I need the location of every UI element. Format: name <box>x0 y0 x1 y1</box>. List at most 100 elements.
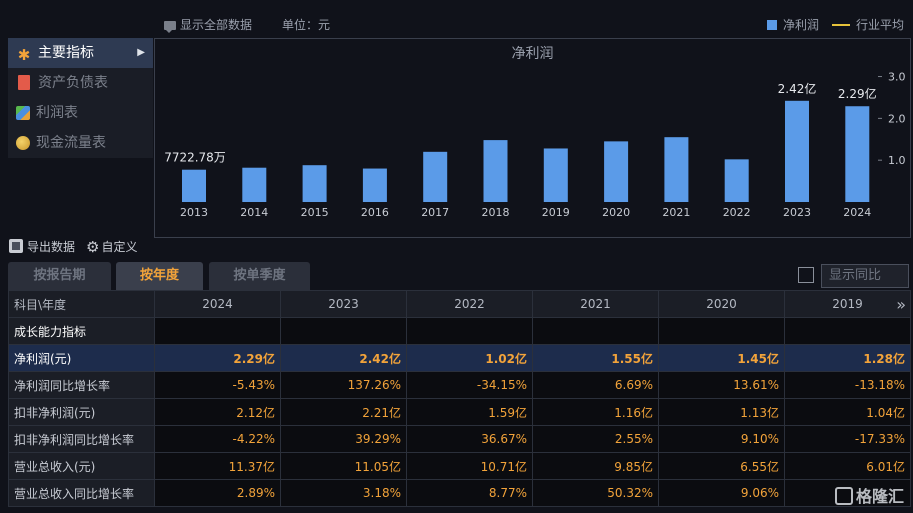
table-row[interactable]: 营业总收入同比增长率 2.89% 3.18% 8.77% 50.32% 9.06% <box>8 479 911 507</box>
legend-net-profit[interactable]: 净利润 <box>767 16 819 34</box>
row-label: 营业总收入同比增长率 <box>8 479 155 507</box>
tab-by-quarter[interactable]: 按单季度 <box>209 262 310 290</box>
table-cell: 6.01亿 <box>784 452 911 480</box>
table-cell: 50.32% <box>532 479 659 507</box>
table-cell: 2.29亿 <box>154 344 281 372</box>
table-cell: -34.15% <box>406 371 533 399</box>
year-column-header[interactable]: 2024 <box>154 290 281 318</box>
table-cell: 3.18% <box>280 479 407 507</box>
y-tick-label: 1.0 <box>888 154 906 167</box>
year-label: 2021 <box>580 297 611 311</box>
sidebar-item-cash-flow[interactable]: 现金流量表 <box>8 128 153 158</box>
sidebar-item-balance-sheet[interactable]: 资产负债表 <box>8 68 153 98</box>
table-cell: 8.77% <box>406 479 533 507</box>
chart-bar <box>724 159 749 202</box>
chart-bar <box>483 140 508 202</box>
data-label: 7722.78万 <box>164 151 226 165</box>
x-tick-label: 2020 <box>602 206 630 219</box>
tab-by-year[interactable]: 按年度 <box>116 262 203 290</box>
table-cell: 1.04亿 <box>784 398 911 426</box>
show-yoy-button[interactable]: 显示同比 <box>821 264 909 288</box>
year-label: 2023 <box>328 297 359 311</box>
table-cell <box>406 317 533 345</box>
sidebar-item-income-statement[interactable]: 利润表 <box>8 98 153 128</box>
table-cell: 9.85亿 <box>532 452 659 480</box>
show-all-data-toggle[interactable]: 显示全部数据 <box>164 16 252 34</box>
year-column-header[interactable]: 2022 <box>406 290 533 318</box>
chart-bar <box>604 141 629 202</box>
table-row[interactable]: 扣非净利润(元) 2.12亿 2.21亿 1.59亿 1.16亿 1.13亿 1.04亿 <box>8 398 911 426</box>
table-cell: 1.59亿 <box>406 398 533 426</box>
year-column-header[interactable]: 2021 <box>532 290 659 318</box>
table-corner-header: 科目\年度 <box>8 290 155 318</box>
watermark-logo: 格隆汇 <box>835 486 904 508</box>
chart-bar <box>182 169 206 202</box>
document-icon <box>18 75 30 90</box>
coins-icon <box>16 136 30 150</box>
table-row[interactable]: 扣非净利润同比增长率 -4.22% 39.29% 36.67% 2.55% 9.10% -1… <box>8 425 911 453</box>
table-row[interactable]: 净利润(元) 2.29亿 2.42亿 1.02亿 1.55亿 1.45亿 1.28亿 <box>8 344 911 372</box>
show-yoy-checkbox[interactable] <box>798 267 814 283</box>
table-cell: 1.13亿 <box>658 398 785 426</box>
table-cell: 2.42亿 <box>280 344 407 372</box>
table-cell <box>784 317 911 345</box>
sidebar-item-main-indicators[interactable]: ✱ 主要指标 ▶ <box>8 38 153 68</box>
table-cell: 6.69% <box>532 371 659 399</box>
row-label: 扣非净利润同比增长率 <box>8 425 155 453</box>
table-cell: 2.89% <box>154 479 281 507</box>
year-column-header[interactable]: 2020 <box>658 290 785 318</box>
more-columns-icon[interactable]: » <box>896 295 906 314</box>
x-tick-label: 2013 <box>180 206 208 219</box>
year-label: 2024 <box>202 297 233 311</box>
export-data-button[interactable]: 导出数据 <box>9 238 75 256</box>
show-all-data-label: 显示全部数据 <box>180 18 253 32</box>
chart-bar <box>242 167 267 202</box>
chart-bar <box>543 148 568 202</box>
table-cell: 6.55亿 <box>658 452 785 480</box>
net-profit-chart: 净利润 2013 7722.78万 2014 2015 2016 2017 2018 2019… <box>154 38 911 238</box>
table-cell: 2.55% <box>532 425 659 453</box>
year-label: 2020 <box>706 297 737 311</box>
table-row[interactable]: 营业总收入(元) 11.37亿 11.05亿 10.71亿 9.85亿 6.55亿 6.01… <box>8 452 911 480</box>
chart-bar <box>785 100 809 202</box>
year-column-header[interactable]: 2019 » <box>784 290 911 318</box>
customize-label: 自定义 <box>101 240 138 254</box>
comment-icon <box>164 21 176 33</box>
financial-indicators-table: 科目\年度 2024 2023 2022 2021 2020 2019 » 成长能力指标 净利润(… <box>8 290 911 507</box>
year-column-header[interactable]: 2023 <box>280 290 407 318</box>
tab-by-report-period[interactable]: 按报告期 <box>8 262 111 290</box>
y-tick-label: 2.0 <box>888 112 906 125</box>
export-data-label: 导出数据 <box>27 240 76 254</box>
gear-icon: ⚙ <box>86 238 100 256</box>
year-label: 2022 <box>454 297 485 311</box>
x-tick-label: 2022 <box>723 206 751 219</box>
table-cell: 11.05亿 <box>280 452 407 480</box>
table-cell: 36.67% <box>406 425 533 453</box>
customize-button[interactable]: ⚙ 自定义 <box>86 238 137 256</box>
table-row[interactable]: 净利润同比增长率 -5.43% 137.26% -34.15% 6.69% 13.61% -… <box>8 371 911 399</box>
sidebar-item-label: 资产负债表 <box>38 75 108 91</box>
table-cell: 2.21亿 <box>280 398 407 426</box>
x-tick-label: 2016 <box>361 206 389 219</box>
chart-bar <box>845 106 870 202</box>
x-tick-label: 2019 <box>542 206 570 219</box>
table-cell: 2.12亿 <box>154 398 281 426</box>
x-tick-label: 2015 <box>301 206 329 219</box>
table-cell: 11.37亿 <box>154 452 281 480</box>
legend-industry-average[interactable]: 行业平均 <box>832 16 904 34</box>
table-cell: -4.22% <box>154 425 281 453</box>
table-cell: 1.16亿 <box>532 398 659 426</box>
legend-line-icon <box>832 24 850 26</box>
chart-title: 净利润 <box>511 46 554 62</box>
chart-bar <box>664 137 689 202</box>
y-tick-label: 3.0 <box>888 71 906 84</box>
row-label: 营业总收入(元) <box>8 452 155 480</box>
chart-bar <box>302 165 327 202</box>
watermark-text: 格隆汇 <box>856 487 905 506</box>
table-cell: 10.71亿 <box>406 452 533 480</box>
unit-label: 单位：元 <box>282 18 331 32</box>
table-cell: 9.06% <box>658 479 785 507</box>
sidebar-item-label: 现金流量表 <box>36 135 106 151</box>
chart-bar <box>362 168 387 202</box>
table-section-row: 成长能力指标 <box>8 317 911 345</box>
